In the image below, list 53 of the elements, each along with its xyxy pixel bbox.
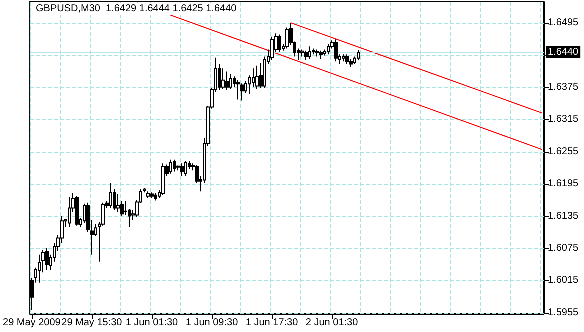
candlestick (278, 34, 281, 53)
y-tick-label: 1.6255 (548, 146, 580, 158)
y-tick-label: 1.6015 (548, 275, 580, 286)
ref-line-label: 1.6440 (548, 46, 580, 58)
candlestick (75, 196, 79, 226)
candlestick (225, 71, 229, 91)
y-tick-label: 1.6495 (548, 17, 580, 28)
candlestick (349, 58, 353, 68)
candlestick (342, 54, 345, 62)
candlestick (184, 160, 187, 176)
candlestick (300, 49, 304, 58)
candlestick (255, 65, 259, 90)
y-tick-label: 1.6375 (548, 82, 580, 93)
candlestick (270, 36, 274, 62)
candlestick (38, 254, 41, 284)
candlestick (357, 50, 360, 62)
candlestick (173, 159, 176, 172)
candlestick (334, 39, 338, 62)
candlestick (236, 80, 240, 100)
candlestick (312, 48, 315, 56)
candlestick (308, 46, 311, 60)
chart-title: GBPUSD,M30 1.6429 1.6444 1.6425 1.6440 (36, 4, 238, 14)
x-tick-label: 29 May 2009 (2, 318, 62, 328)
y-tick-label: 1.6195 (548, 178, 580, 190)
candlestick (304, 50, 308, 62)
candlestick (116, 194, 120, 212)
x-tick-label: 29 May 15:30 (62, 318, 123, 328)
candlestick (229, 73, 232, 90)
candlestick (180, 163, 184, 176)
candlestick (109, 183, 112, 209)
candlestick (169, 159, 172, 174)
x-tick-label: 1 Jun 09:30 (186, 318, 239, 328)
x-tick-label: 1 Jun 17:30 (246, 318, 299, 328)
candlestick (285, 27, 289, 50)
candlestick (68, 196, 71, 228)
y-tick-label: 1.6075 (548, 242, 580, 254)
candlestick (240, 83, 244, 102)
candlestick (146, 191, 150, 200)
candlestick (327, 44, 330, 56)
candlestick (319, 50, 323, 60)
candlestick (154, 192, 157, 202)
candlestick (150, 192, 154, 200)
y-tick-label: 1.6135 (548, 210, 580, 222)
candlestick (45, 247, 49, 270)
y-tick-label: 1.6315 (548, 114, 580, 126)
candlestick (221, 68, 225, 90)
candlestick (161, 163, 165, 196)
candlestick (345, 54, 349, 65)
candlestick (143, 188, 146, 194)
candlestick (315, 49, 319, 58)
x-tick-label: 2 Jun 01:30 (306, 318, 359, 328)
y-tick-label: 1.5955 (548, 307, 580, 318)
x-tick-label: 1 Jun 01:30 (126, 318, 179, 328)
